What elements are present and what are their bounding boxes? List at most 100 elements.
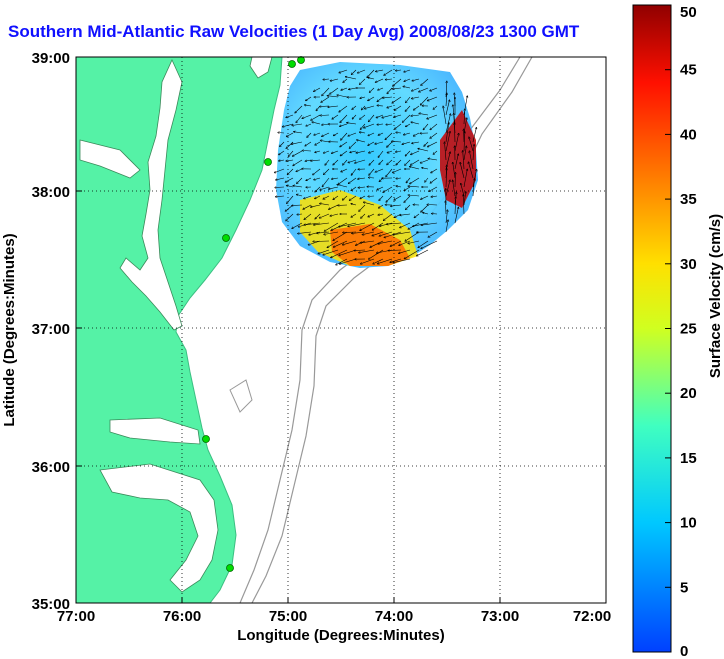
lat-tick-label: 39:00: [32, 50, 70, 67]
velocity-arrow: [332, 150, 339, 153]
velocity-arrow: [364, 123, 375, 128]
velocity-arrow: [369, 249, 384, 259]
velocity-arrow: [330, 213, 339, 216]
velocity-arrow: [327, 96, 339, 98]
velocity-arrow: [408, 240, 420, 244]
x-axis-label: Longitude (Degrees:Minutes): [237, 627, 445, 644]
velocity-arrow: [411, 159, 420, 165]
radar-stations: [202, 56, 305, 572]
velocity-arrow: [291, 141, 303, 144]
colorbar-tick-label: 15: [680, 450, 697, 467]
velocity-arrow: [343, 195, 348, 200]
velocity-arrow: [455, 173, 456, 188]
velocity-arrow: [361, 213, 366, 218]
velocity-arrow: [393, 168, 402, 173]
grid-lines: [76, 57, 606, 603]
velocity-arrow: [369, 150, 375, 153]
velocity-arrow: [404, 78, 411, 81]
velocity-arrow: [285, 177, 294, 182]
velocity-arrow: [403, 86, 411, 89]
velocity-arrow: [322, 177, 330, 187]
velocity-arrow: [361, 258, 375, 264]
plot-frame: [75, 56, 607, 604]
velocity-arrow: [403, 114, 411, 122]
velocity-arrow: [420, 96, 429, 105]
velocity-arrow: [351, 204, 357, 205]
velocity-arrow: [463, 192, 466, 206]
velocity-arrow: [445, 123, 449, 143]
velocity-arrow: [427, 205, 438, 206]
velocity-arrow: [288, 150, 294, 156]
velocity-arrow: [472, 128, 476, 143]
velocity-arrow: [378, 132, 384, 135]
velocity-arrow: [315, 213, 321, 219]
velocity-arrow: [297, 195, 303, 197]
velocity-arrow: [419, 113, 429, 116]
velocity-arrow: [313, 168, 321, 175]
velocity-arrow: [332, 178, 339, 179]
velocity-arrow: [360, 78, 366, 84]
velocity-arrow: [408, 195, 420, 196]
radar-station: [288, 60, 296, 68]
velocity-arrow: [396, 151, 402, 152]
velocity-arrow: [276, 196, 285, 197]
velocity-arrow: [315, 141, 321, 145]
velocity-arrow: [360, 195, 366, 199]
velocity-arrow: [359, 132, 366, 133]
velocity-arrow: [392, 141, 402, 142]
velocity-arrow: [340, 114, 348, 123]
velocity-arrow: [352, 105, 357, 109]
velocity-arrow: [275, 168, 285, 173]
velocity-arrow: [391, 204, 402, 206]
velocity-arrow: [339, 69, 348, 73]
velocity-arrow: [369, 178, 375, 179]
velocity-arrow: [368, 96, 375, 101]
lat-tick-label: 37:00: [32, 321, 70, 338]
velocity-arrow: [376, 69, 384, 72]
velocity-arrow: [417, 249, 429, 256]
velocity-arrow: [387, 222, 402, 224]
velocity-arrow: [423, 123, 429, 130]
velocity-arrow: [425, 177, 429, 182]
velocity-arrow: [360, 240, 375, 243]
velocity-arrow: [292, 222, 303, 229]
velocity-arrow: [336, 258, 348, 265]
velocity-arrow: [428, 141, 438, 147]
velocity-arrow: [421, 222, 438, 225]
velocity-arrow: [379, 195, 384, 200]
velocity-arrow: [315, 186, 321, 192]
velocity-arrow: [472, 145, 474, 161]
velocity-arrow: [412, 96, 420, 99]
velocity-arrow: [333, 240, 348, 247]
velocity-arrow: [308, 240, 321, 245]
velocity-arrow: [312, 122, 321, 125]
velocity-arrow: [351, 213, 357, 217]
velocity-arrow: [314, 177, 321, 180]
velocity-arrow: [358, 187, 366, 188]
velocity-arrow: [463, 195, 464, 215]
colorbar-tick-label: 20: [680, 385, 697, 402]
velocity-arrow: [286, 114, 294, 118]
velocity-arrow: [370, 240, 384, 247]
velocity-arrow: [375, 141, 384, 144]
velocity-arrow: [405, 105, 411, 111]
velocity-arrow: [445, 201, 446, 215]
velocity-arrow: [379, 204, 384, 208]
colorbar-tick-label: 35: [680, 191, 697, 208]
velocity-arrow: [278, 133, 285, 134]
velocity-arrow: [304, 213, 312, 219]
velocity-arrow: [375, 168, 384, 172]
velocity-arrow: [357, 140, 366, 143]
velocity-arrow: [352, 231, 366, 233]
velocity-arrow: [405, 231, 420, 241]
velocity-arrow: [418, 149, 429, 152]
velocity-arrow: [393, 231, 411, 235]
velocity-arrow: [384, 213, 393, 220]
velocity-arrow: [390, 258, 402, 262]
velocity-arrow: [427, 96, 438, 101]
velocity-arrow: [454, 123, 455, 143]
bathymetry-contour: [229, 379, 253, 413]
velocity-arrow: [307, 132, 312, 137]
velocity-arrow: [315, 150, 321, 152]
velocity-arrow: [387, 87, 393, 94]
